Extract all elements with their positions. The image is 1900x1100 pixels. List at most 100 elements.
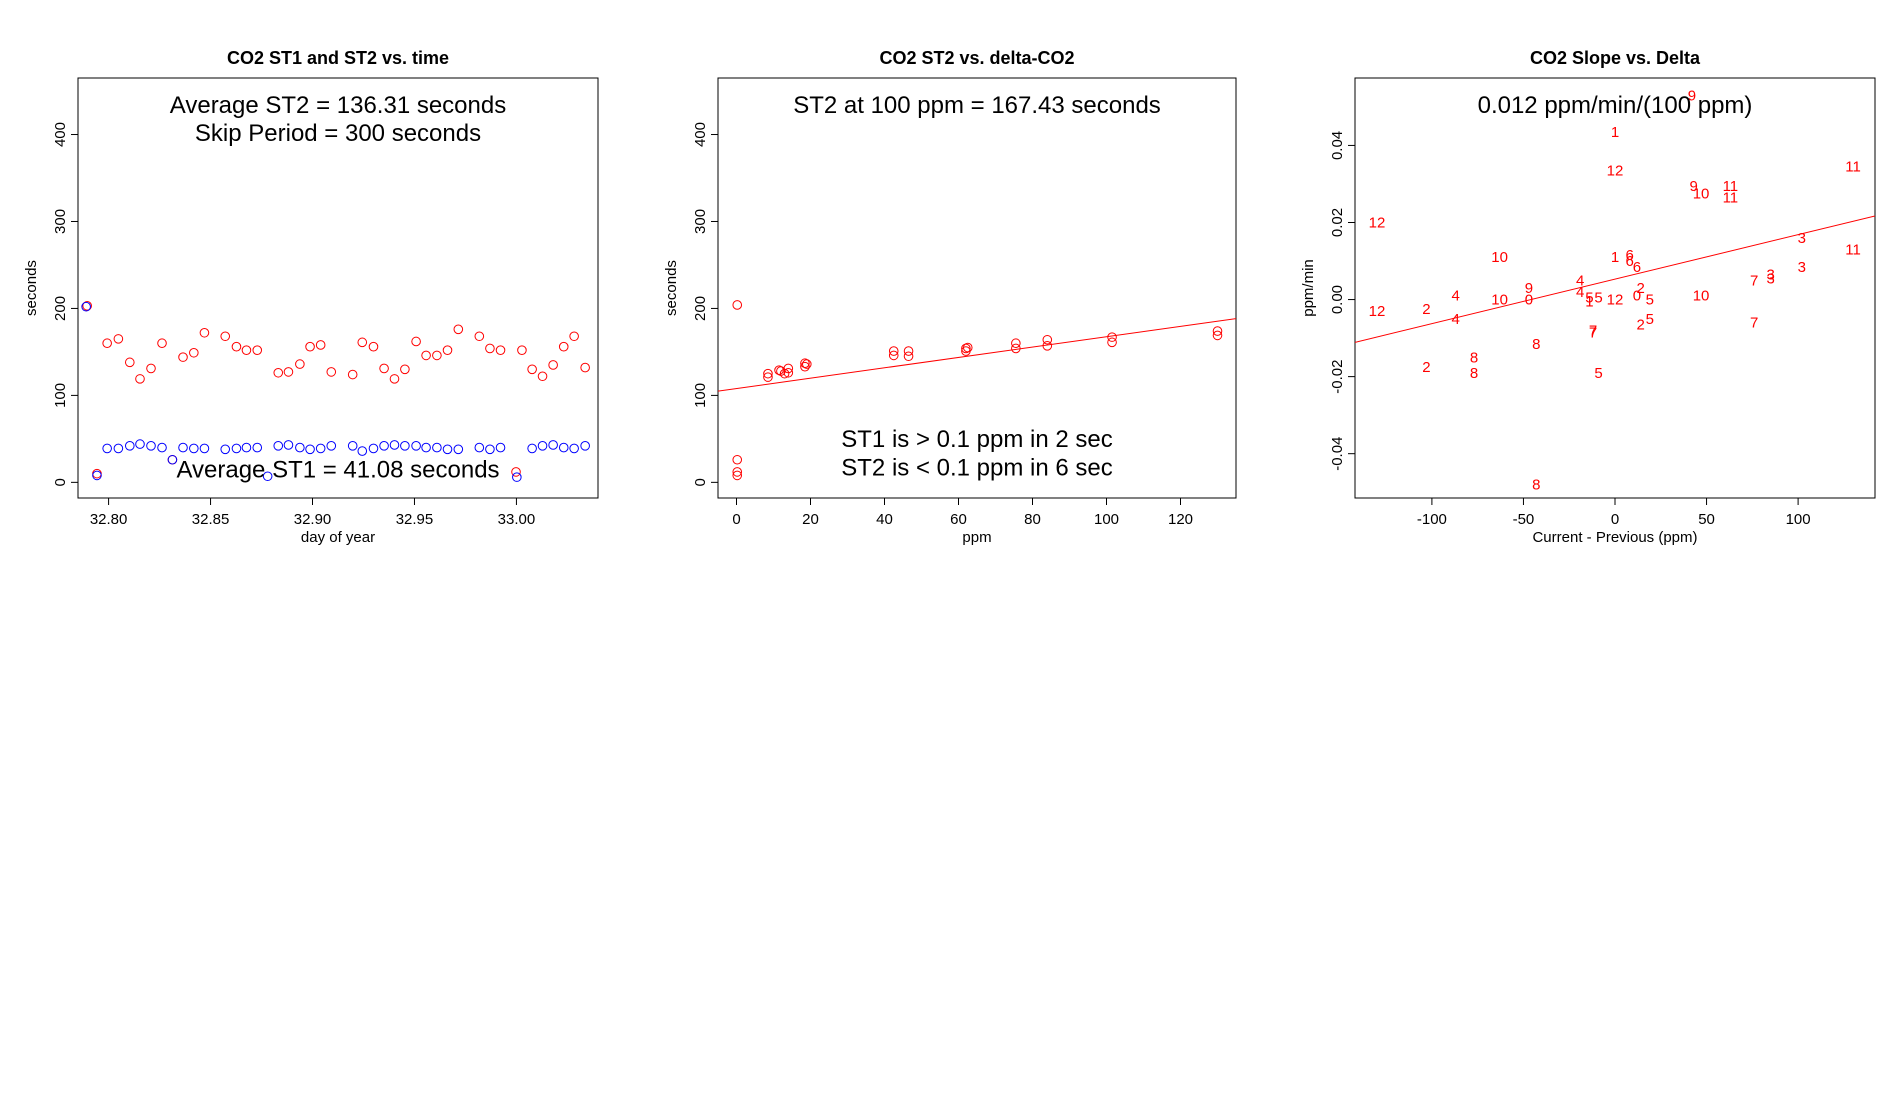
data-point-label: 1 — [1611, 124, 1619, 141]
x-tick-label: 33.00 — [498, 511, 536, 528]
data-point — [135, 374, 145, 384]
data-point-label: 7 — [1589, 322, 1597, 339]
data-point — [305, 341, 315, 352]
x-tick-label: 60 — [950, 511, 967, 528]
data-point — [580, 362, 590, 373]
data-point-label: 2 — [1422, 301, 1430, 318]
data-point-label: 1 — [1611, 249, 1619, 266]
data-point — [1042, 334, 1053, 345]
x-tick-label: 100 — [1094, 511, 1119, 528]
data-point — [1212, 330, 1223, 341]
data-point — [961, 343, 971, 354]
data-point — [389, 440, 400, 450]
x-axis-label: day of year — [301, 529, 375, 546]
regression-line — [718, 318, 1236, 392]
data-point — [495, 345, 506, 355]
data-point — [295, 359, 305, 369]
x-tick-label: 40 — [876, 511, 893, 528]
data-point — [189, 347, 199, 358]
data-point — [569, 443, 579, 454]
data-point — [157, 442, 167, 453]
annotation-text: ST2 at 100 ppm = 167.43 seconds — [793, 92, 1161, 119]
data-point — [1212, 326, 1223, 336]
data-point — [220, 444, 231, 455]
data-point-label: 9 — [1690, 178, 1698, 195]
data-point — [732, 470, 743, 481]
data-point — [199, 443, 210, 454]
x-tick-label: 80 — [1024, 511, 1041, 528]
data-point — [485, 444, 495, 455]
data-point-label: 4 — [1576, 284, 1584, 301]
data-point — [400, 364, 410, 375]
data-layer — [718, 300, 1236, 481]
data-point — [421, 350, 431, 361]
data-point — [558, 442, 569, 453]
data-point — [252, 345, 263, 355]
x-tick-label: 0 — [1611, 511, 1619, 528]
data-point — [124, 357, 135, 368]
x-tick-label: 0 — [732, 511, 740, 528]
data-point — [537, 441, 548, 451]
chart-title: CO2 ST2 vs. delta-CO2 — [879, 48, 1074, 68]
data-point — [262, 471, 273, 482]
data-point — [231, 341, 242, 352]
data-point — [81, 301, 91, 312]
y-tick-label: 300 — [692, 209, 709, 234]
data-point-label: 11 — [1723, 178, 1739, 195]
data-point — [178, 442, 188, 453]
y-tick-label: 200 — [692, 296, 709, 321]
data-point-label: 10 — [1491, 249, 1508, 266]
annotation-text: ST2 is < 0.1 ppm in 6 sec — [841, 455, 1112, 482]
data-point-label: 7 — [1750, 272, 1758, 289]
data-point — [326, 367, 337, 377]
regression-line — [1355, 215, 1875, 343]
data-point — [732, 467, 743, 477]
data-point-label: 8 — [1470, 349, 1478, 366]
data-point-label: 4 — [1452, 288, 1460, 305]
x-tick-label: 100 — [1786, 511, 1811, 528]
y-axis-label: seconds — [663, 260, 680, 316]
data-point — [511, 467, 521, 477]
data-point-label: 7 — [1750, 315, 1758, 332]
data-point — [548, 440, 558, 450]
data-point — [357, 337, 368, 348]
data-point-label: 5 — [1585, 290, 1593, 307]
data-point — [315, 443, 326, 454]
data-point-label: 11 — [1723, 189, 1739, 206]
x-tick-label: 20 — [802, 511, 819, 528]
data-point-label: 8 — [1532, 336, 1540, 353]
chart-slope-vs-delta: CO2 Slope vs. Delta-100 -50 0 50 100-0.04-0.… — [1300, 48, 1876, 546]
chart-st1-st2-vs-time: CO2 ST1 and ST2 vs. time 32.80 32.85 32.90 3… — [23, 48, 599, 546]
data-point-label: 3 — [1798, 230, 1806, 247]
data-point — [326, 441, 337, 451]
data-point — [800, 358, 810, 369]
data-point — [527, 443, 537, 454]
data-point — [774, 365, 784, 375]
data-point — [411, 441, 421, 451]
data-point — [548, 360, 558, 370]
data-point-label: 5 — [1646, 311, 1654, 328]
data-point — [537, 371, 548, 382]
x-tick-label: -50 — [1513, 511, 1535, 528]
annotation-text: ST1 is > 0.1 ppm in 2 sec — [841, 426, 1112, 453]
data-point-label: 6 — [1625, 253, 1633, 270]
annotation-text: Average ST1 = 41.08 seconds — [176, 456, 499, 483]
data-point — [357, 446, 368, 456]
x-axis-label: ppm — [962, 529, 991, 546]
data-point-label: 2 — [1636, 317, 1644, 334]
data-point-label: 3 — [1798, 259, 1806, 276]
data-point — [783, 367, 794, 378]
data-point — [800, 361, 810, 372]
data-point-label: 11 — [1845, 159, 1861, 176]
data-point — [453, 444, 464, 455]
x-axis-label: Current - Previous (ppm) — [1532, 529, 1697, 546]
data-point — [453, 324, 464, 335]
x-tick-label: 32.85 — [192, 511, 230, 528]
data-point — [389, 374, 400, 384]
data-point — [157, 338, 167, 349]
data-layer — [81, 301, 590, 482]
x-tick-label: 120 — [1168, 511, 1193, 528]
data-point — [783, 363, 794, 374]
data-point — [92, 470, 102, 481]
data-point-label: 12 — [1369, 214, 1386, 231]
